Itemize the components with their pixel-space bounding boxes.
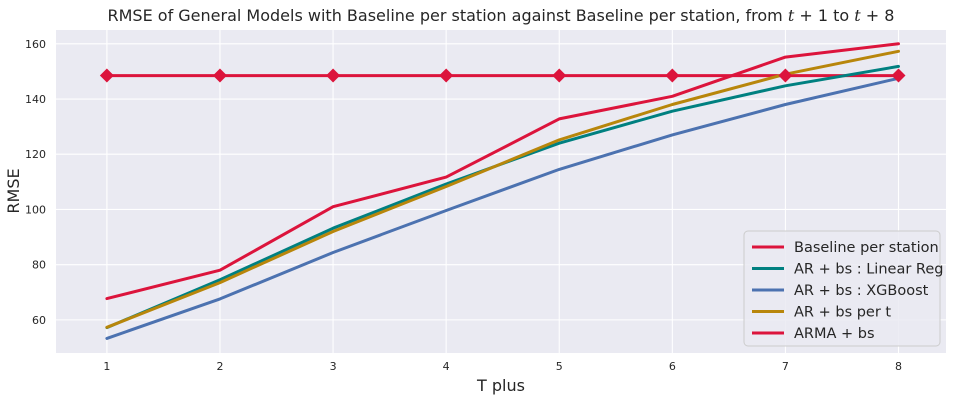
- legend-label: Baseline per station: [794, 240, 939, 256]
- series-layer: [105, 42, 900, 340]
- series-marker: [212, 68, 227, 83]
- y-axis-title: RMSE: [4, 168, 23, 213]
- legend-label: AR + bs per t: [794, 305, 891, 321]
- x-tick-label: 1: [103, 360, 110, 373]
- legend-label: AR + bs : Linear Reg: [794, 262, 943, 278]
- legend-label: ARMA + bs: [794, 326, 875, 342]
- x-tick-label: 2: [216, 360, 223, 373]
- y-tick-label: 140: [25, 93, 46, 106]
- series-marker: [439, 68, 454, 83]
- y-tick-label: 100: [25, 203, 46, 216]
- title-prefix: RMSE of General Models with Baseline per…: [108, 6, 788, 25]
- series-marker: [778, 68, 793, 83]
- y-tick-label: 120: [25, 148, 46, 161]
- legend-entries: Baseline per station AR + bs : Linear Reg…: [752, 240, 943, 342]
- series-marker: [665, 68, 680, 83]
- x-tick-label: 7: [782, 360, 789, 373]
- x-axis-title: T plus: [476, 376, 525, 395]
- chart-title: RMSE of General Models with Baseline per…: [108, 6, 895, 25]
- marker-layer: [99, 68, 906, 83]
- series-line-3: [105, 49, 900, 329]
- y-tick-label: 160: [25, 38, 46, 51]
- legend-label: AR + bs : XGBoost: [794, 283, 929, 299]
- series-line-2: [105, 76, 900, 340]
- title-start-offset: + 1: [794, 6, 828, 25]
- series-marker: [552, 68, 567, 83]
- x-tick-label: 6: [669, 360, 676, 373]
- series-line-4: [105, 42, 900, 301]
- x-tick-label: 8: [895, 360, 902, 373]
- y-tick-label: 60: [32, 314, 46, 327]
- legend-box: [743, 230, 941, 347]
- x-tick-label: 4: [443, 360, 450, 373]
- series-marker: [891, 68, 906, 83]
- title-var-t-end: t: [854, 6, 861, 25]
- x-tick-label: 5: [556, 360, 563, 373]
- y-tick-label: 80: [32, 259, 46, 272]
- series-marker: [99, 68, 114, 83]
- title-var-t-start: t: [788, 6, 795, 25]
- title-end-offset: + 8: [861, 6, 895, 25]
- series-marker: [326, 68, 341, 83]
- legend: Baseline per station AR + bs : Linear Reg…: [743, 230, 943, 347]
- title-mid: to: [828, 6, 854, 25]
- tick-layer: 1 2 3 4 5 6 7 8 60 80 100 120 140 160: [25, 38, 902, 373]
- x-tick-label: 3: [330, 360, 337, 373]
